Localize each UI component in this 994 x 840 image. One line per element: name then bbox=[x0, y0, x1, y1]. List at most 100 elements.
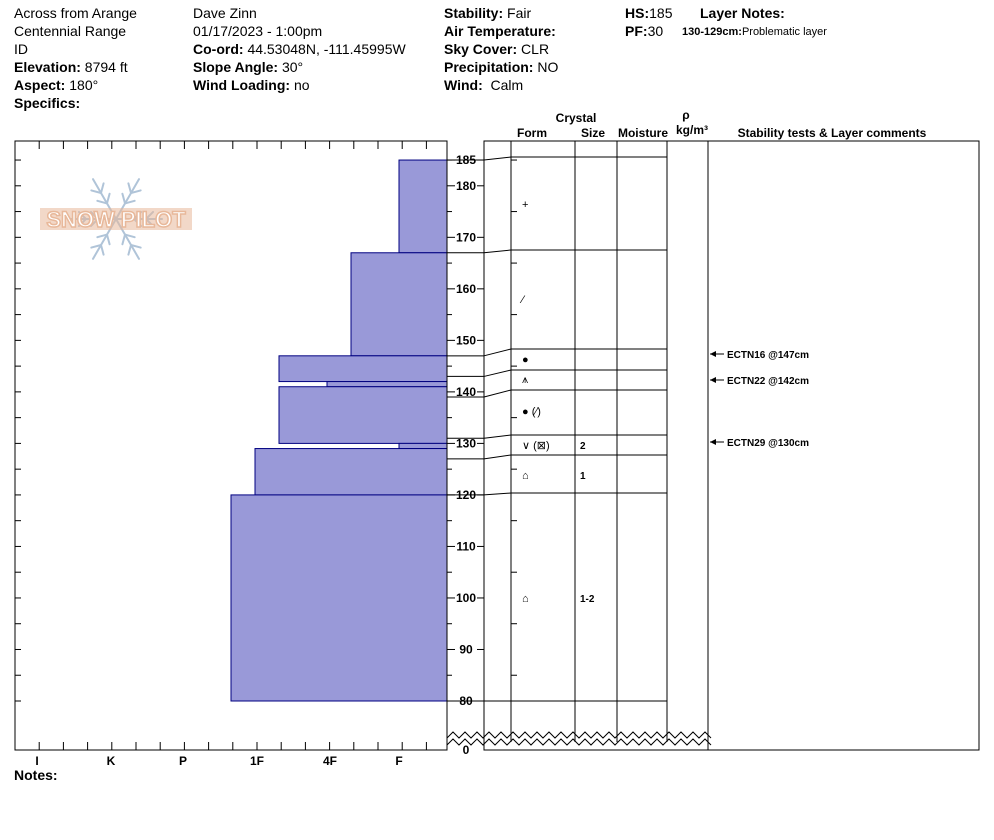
observation-datetime: 01/17/2023 - 1:00pm bbox=[193, 23, 323, 39]
crystal-form: ⌂ bbox=[522, 593, 529, 605]
column-header-form: Form bbox=[517, 126, 547, 140]
hardness-category-label: F bbox=[395, 754, 402, 768]
hardness-bar bbox=[254, 448, 448, 496]
header-observation: Dave Zinn 01/17/2023 - 1:00pm Co-ord: 44… bbox=[193, 4, 406, 94]
layer-connector bbox=[483, 156, 512, 161]
air-temp-row: Air Temperature: bbox=[444, 23, 556, 39]
crystal-form: ⁄ bbox=[519, 294, 526, 306]
hardness-bar bbox=[350, 252, 448, 357]
height-tick-label: 120 bbox=[456, 488, 476, 502]
stability-row: Stability: Fair bbox=[444, 5, 532, 21]
hardness-bar bbox=[278, 355, 448, 383]
flake-branch bbox=[127, 182, 132, 195]
crystal-size: 1 bbox=[580, 471, 586, 482]
header-layer-notes: Layer Notes: bbox=[700, 4, 785, 22]
flake-branch bbox=[121, 192, 126, 205]
layer-connector bbox=[483, 492, 512, 496]
height-tick-label: 160 bbox=[456, 282, 476, 296]
hardness-bar bbox=[230, 494, 448, 702]
hardness-bar bbox=[398, 442, 448, 450]
header-location: Across from Arange Centennial Range ID E… bbox=[14, 4, 137, 112]
header-conditions: Stability: Fair Air Temperature: Sky Cov… bbox=[444, 4, 558, 94]
layer-connector bbox=[483, 249, 512, 254]
hardness-bar bbox=[278, 386, 448, 444]
crystal-form: ● bbox=[522, 354, 529, 366]
logo-band bbox=[40, 208, 192, 230]
height-tick-label: 80 bbox=[459, 694, 473, 708]
height-tick-label: 0 bbox=[463, 743, 470, 757]
height-tick-label: 140 bbox=[456, 385, 476, 399]
crystal-size: 2 bbox=[580, 441, 586, 452]
stability-test-label: ECTN16 @147cm bbox=[727, 350, 809, 361]
layer-notes-label: Layer Notes: bbox=[700, 5, 785, 21]
layer-connector bbox=[483, 454, 512, 460]
flake-branch bbox=[90, 189, 102, 195]
wind-row: Wind: Calm bbox=[444, 77, 524, 93]
sky-cover-row: Sky Cover: CLR bbox=[444, 41, 550, 57]
stability-test-label: ECTN22 @142cm bbox=[727, 376, 809, 387]
axis-break bbox=[446, 731, 712, 739]
flake-branch bbox=[100, 182, 105, 195]
logo-text: SNOW PILOT bbox=[46, 207, 186, 232]
layer-connector bbox=[483, 348, 512, 357]
crystal-form: ⌂ bbox=[522, 470, 529, 482]
column-header-crystal: Crystal bbox=[556, 111, 597, 125]
hardness-category-label: 4F bbox=[323, 754, 337, 768]
column-header-size: Size bbox=[581, 126, 605, 140]
flake-branch bbox=[124, 199, 136, 205]
flake-branch bbox=[96, 199, 108, 205]
wind-loading-row: Wind Loading: no bbox=[193, 77, 310, 93]
column-header-rho: ρ bbox=[682, 108, 689, 122]
layer-table-frame bbox=[483, 140, 980, 751]
location-line1: Across from Arange bbox=[14, 5, 137, 21]
flake-branch bbox=[106, 233, 111, 246]
flake-branch bbox=[96, 233, 108, 239]
height-tick-label: 180 bbox=[456, 179, 476, 193]
notes-label: Notes: bbox=[14, 767, 58, 783]
hardness-category-label: K bbox=[107, 754, 116, 768]
flake-branch bbox=[124, 233, 136, 239]
flake-branch bbox=[100, 243, 105, 256]
hardness-bar bbox=[326, 381, 448, 388]
location-line3: ID bbox=[14, 41, 28, 57]
hardness-bar bbox=[398, 159, 448, 254]
height-tick-label: 130 bbox=[456, 436, 476, 450]
observer-name: Dave Zinn bbox=[193, 5, 257, 21]
hardness-plot-frame bbox=[14, 140, 448, 751]
height-tick-label: 150 bbox=[456, 333, 476, 347]
crystal-form: ∨ (⊠) bbox=[522, 440, 550, 452]
coord-row: Co-ord: 44.53048N, -111.45995W bbox=[193, 41, 406, 57]
layer-connector bbox=[483, 389, 512, 398]
height-tick-label: 100 bbox=[456, 591, 476, 605]
specifics-row: Specifics: bbox=[14, 95, 81, 111]
height-tick-label: 110 bbox=[456, 539, 476, 553]
crystal-form: ● (⁄) bbox=[522, 406, 541, 418]
column-header-density: kg/m³ bbox=[676, 123, 708, 137]
pf-row: PF:30 bbox=[625, 23, 664, 39]
height-tick-label: 185 bbox=[456, 153, 476, 167]
location-line2: Centennial Range bbox=[14, 23, 127, 39]
height-tick-label: 170 bbox=[456, 230, 476, 244]
precip-row: Precipitation: NO bbox=[444, 59, 559, 75]
layer-connector bbox=[483, 434, 512, 439]
snowpilot-logo: SNOW PILOT bbox=[40, 178, 192, 260]
slope-row: Slope Angle: 30° bbox=[193, 59, 304, 75]
layer-connector bbox=[483, 369, 512, 377]
stability-arrow-head bbox=[710, 351, 716, 357]
column-header-moisture: Moisture bbox=[618, 126, 668, 140]
header-hs: HS:185 PF:30 bbox=[625, 4, 672, 40]
hardness-category-label: I bbox=[35, 754, 38, 768]
flake-branch bbox=[130, 243, 142, 249]
crystal-form: ⩚ bbox=[522, 374, 528, 386]
flake-branch bbox=[90, 243, 102, 249]
hardness-category-label: 1F bbox=[250, 754, 264, 768]
hs-row: HS:185 bbox=[625, 5, 673, 21]
crystal-form: + bbox=[522, 199, 528, 211]
aspect-row: Aspect: 180° bbox=[14, 77, 99, 93]
axis-break bbox=[446, 738, 712, 746]
height-tick-label: 90 bbox=[459, 642, 473, 656]
hardness-category-label: P bbox=[179, 754, 187, 768]
elevation-row: Elevation: 8794 ft bbox=[14, 59, 128, 75]
stability-arrow-head bbox=[710, 377, 716, 383]
